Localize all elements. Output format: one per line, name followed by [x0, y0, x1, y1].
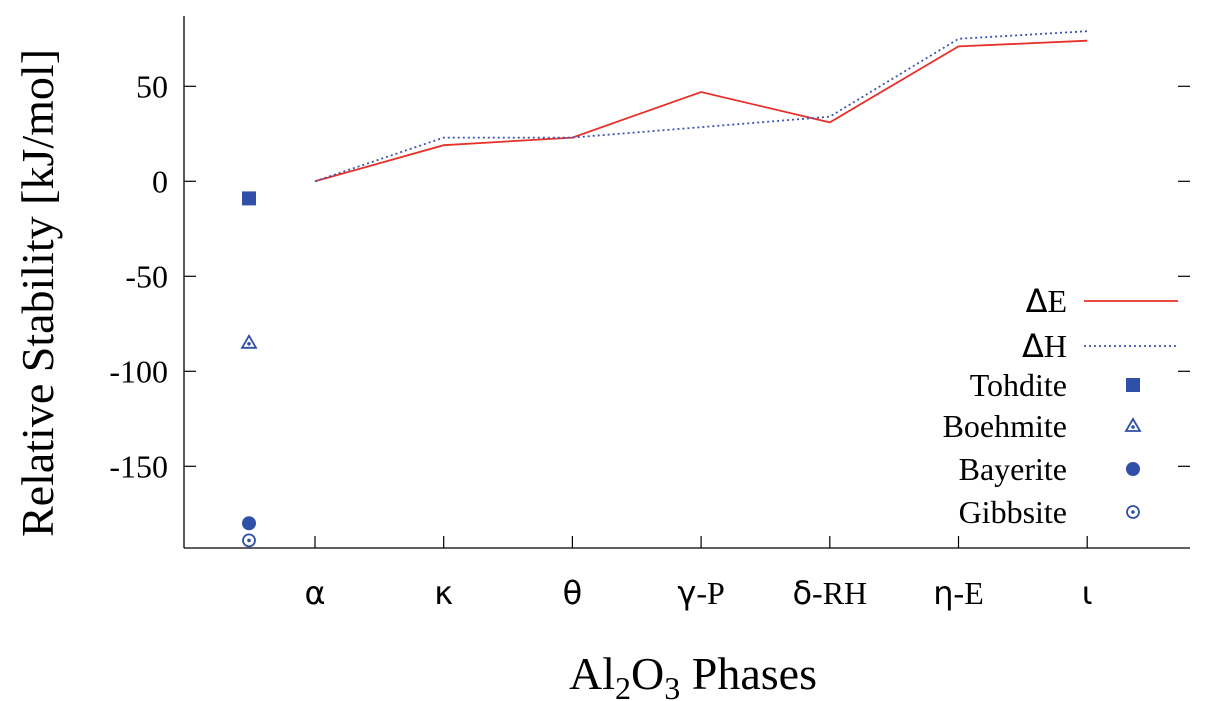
- legend-delta: Δ: [1022, 327, 1044, 365]
- axes: [183, 16, 1190, 549]
- y-axis: 50 0 -50 -100 -150: [109, 68, 1190, 484]
- line-series: [314, 30, 1088, 183]
- dotted-circle-marker: [242, 533, 256, 548]
- legend-label: ΔH: [1022, 327, 1067, 365]
- x-tick-greek: α: [304, 574, 325, 612]
- x-tick-greek: θ: [563, 574, 583, 612]
- legend-label: Boehmite: [943, 408, 1067, 444]
- y-tick-label: -150: [109, 448, 168, 484]
- x-tick-greek: γ: [677, 574, 696, 612]
- point-series: [240, 191, 258, 548]
- legend-symbol: H: [1044, 328, 1067, 364]
- x-axis: α κ θ γ-P δ-RH η-E ι: [304, 536, 1093, 612]
- x-tick-greek: κ: [434, 574, 453, 612]
- x-tick-label: γ-P: [677, 574, 724, 612]
- x-tick-label: δ-RH: [792, 574, 867, 612]
- legend-delta: Δ: [1026, 282, 1048, 320]
- marker-dot: [247, 342, 251, 346]
- y-tick-label: -50: [125, 258, 168, 294]
- dotted-circle-marker: [1126, 505, 1140, 519]
- y-tick-label: 0: [152, 163, 168, 199]
- legend-label: ΔE: [1026, 282, 1067, 320]
- dotted-triangle-marker: [1124, 417, 1142, 432]
- dotted-triangle-marker: [240, 334, 258, 349]
- series-line: [314, 39, 1088, 183]
- marker-triangle: [1124, 417, 1142, 432]
- series-line: [314, 30, 1088, 183]
- legend-label: Tohdite: [970, 367, 1067, 403]
- x-tick-label: ι: [1082, 574, 1093, 612]
- x-tick-suffix: -E: [954, 575, 984, 611]
- x-tick-suffix: -P: [696, 575, 724, 611]
- x-tick-greek: ι: [1082, 574, 1093, 612]
- y-tick-label: 50: [136, 68, 168, 104]
- filled-circle-marker: [1126, 462, 1140, 476]
- x-tick-label: θ: [563, 574, 583, 612]
- marker-circle: [242, 516, 256, 531]
- marker-circle: [1126, 462, 1140, 476]
- legend-symbol: E: [1047, 283, 1067, 319]
- marker-square: [242, 191, 256, 206]
- x-axis-label: Al2O3 Phases: [569, 648, 817, 701]
- y-axis-label: Relative Stability [kJ/mol]: [12, 49, 63, 537]
- marker-dot: [247, 538, 251, 543]
- marker-dot: [1131, 425, 1135, 429]
- marker-circle: [242, 533, 256, 548]
- x-tick-greek: δ: [792, 574, 812, 612]
- x-tick-greek: η: [933, 574, 953, 612]
- marker-dot: [1131, 510, 1135, 514]
- x-tick-label: κ: [434, 574, 453, 612]
- x-tick-label: η-E: [933, 574, 983, 612]
- marker-circle: [1126, 505, 1140, 519]
- marker-square: [1126, 378, 1140, 392]
- y-tick-label: -100: [109, 353, 168, 389]
- legend-label: Gibbsite: [959, 494, 1067, 530]
- legend-label: Bayerite: [959, 451, 1067, 487]
- x-tick-suffix: -RH: [812, 575, 867, 611]
- marker-triangle: [240, 334, 258, 349]
- filled-square-marker: [242, 191, 256, 206]
- x-tick-label: α: [304, 574, 325, 612]
- filled-square-marker: [1126, 378, 1140, 392]
- filled-circle-marker: [242, 516, 256, 531]
